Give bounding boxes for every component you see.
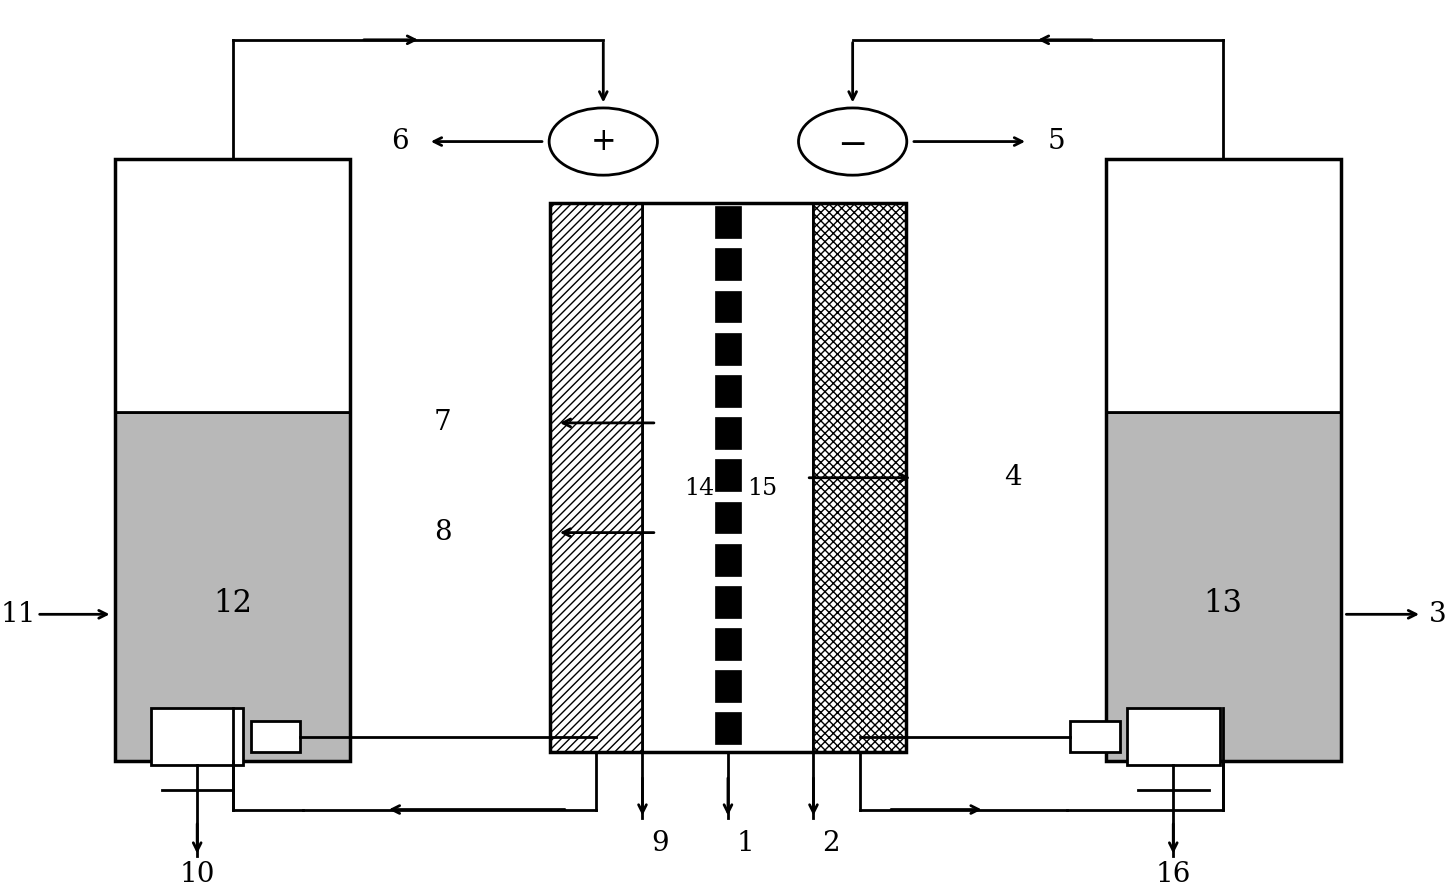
Circle shape <box>799 108 907 175</box>
Text: 11: 11 <box>0 601 36 627</box>
Text: 3: 3 <box>1428 601 1447 627</box>
Bar <box>250 721 301 752</box>
Bar <box>116 412 350 761</box>
Bar <box>715 459 741 491</box>
Text: 13: 13 <box>1204 588 1243 619</box>
Bar <box>642 204 813 752</box>
Bar <box>715 248 741 280</box>
Bar <box>715 333 741 365</box>
Bar <box>1127 708 1220 765</box>
Text: 1: 1 <box>737 829 754 857</box>
Bar <box>715 713 741 744</box>
Bar <box>715 670 741 702</box>
Bar <box>1069 721 1120 752</box>
Text: +: + <box>590 126 616 157</box>
Text: 15: 15 <box>747 477 777 500</box>
Text: 10: 10 <box>179 861 216 887</box>
Text: 16: 16 <box>1156 861 1191 887</box>
Text: −: − <box>838 128 868 162</box>
Bar <box>715 417 741 449</box>
Bar <box>715 375 741 407</box>
Text: 8: 8 <box>434 519 451 546</box>
Text: 4: 4 <box>1004 465 1022 491</box>
Text: 6: 6 <box>391 128 408 155</box>
Bar <box>715 628 741 660</box>
Bar <box>715 502 741 533</box>
Text: 9: 9 <box>651 829 669 857</box>
Bar <box>116 159 350 412</box>
Bar <box>715 586 741 618</box>
Bar <box>715 290 741 322</box>
Bar <box>715 206 741 239</box>
Bar <box>1106 159 1341 761</box>
Bar <box>116 159 350 761</box>
Bar <box>1106 412 1341 761</box>
Bar <box>150 708 243 765</box>
Text: 14: 14 <box>684 477 715 500</box>
Bar <box>715 544 741 576</box>
Bar <box>1106 159 1341 412</box>
Text: 7: 7 <box>434 409 451 436</box>
Bar <box>550 204 906 752</box>
Text: 12: 12 <box>213 588 252 619</box>
Bar <box>550 204 642 752</box>
Text: 5: 5 <box>1048 128 1065 155</box>
Circle shape <box>550 108 657 175</box>
Bar <box>813 204 906 752</box>
Text: 2: 2 <box>822 829 839 857</box>
